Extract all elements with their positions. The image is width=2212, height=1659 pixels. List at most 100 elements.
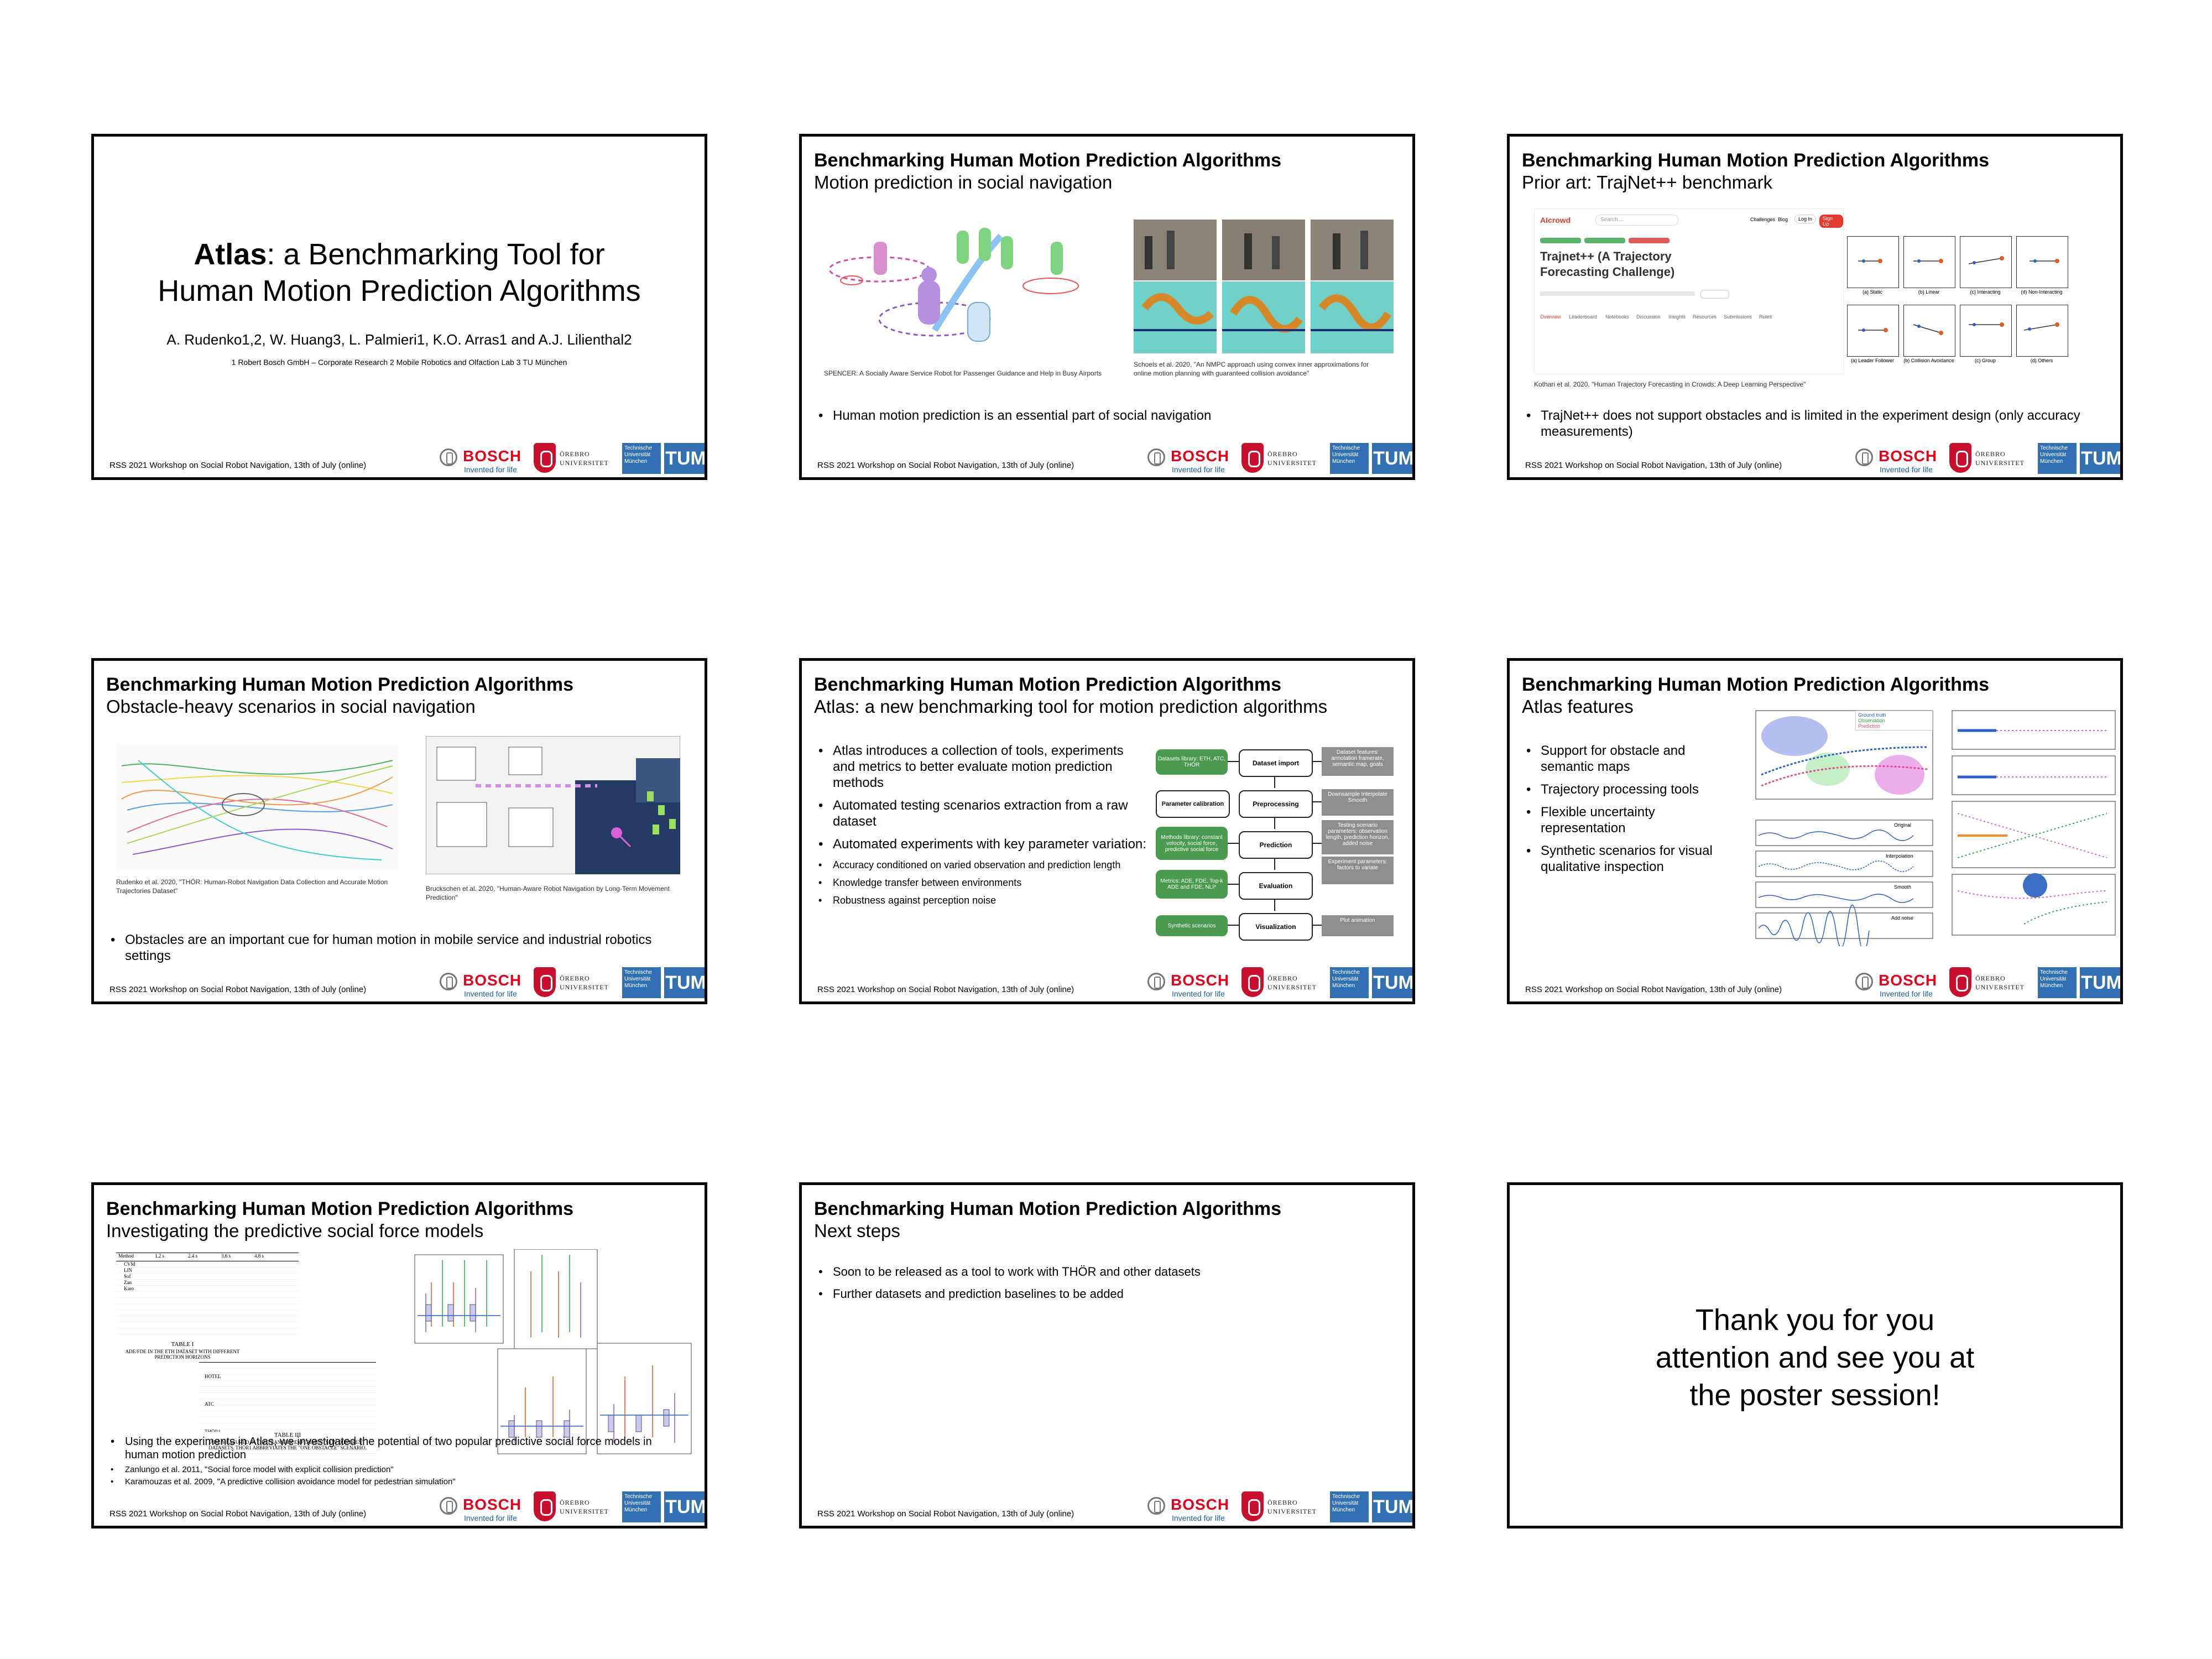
signup-button[interactable]: Sign Up <box>1819 215 1843 228</box>
tab-discussion[interactable]: Discussion <box>1636 314 1661 320</box>
legend-observation: Observation <box>1858 718 1885 723</box>
bullet-list: Soon to be released as a tool to work wi… <box>816 1265 1391 1308</box>
slide-8[interactable]: Benchmarking Human Motion Prediction Alg… <box>799 1182 1415 1528</box>
slide-2[interactable]: Benchmarking Human Motion Prediction Alg… <box>799 134 1415 480</box>
bosch-wordmark: BOSCH <box>1171 447 1230 465</box>
legend-ground-truth: Ground truth <box>1858 712 1886 718</box>
tab-overview[interactable]: Overview <box>1540 314 1561 320</box>
label-interpolation: Interpolation <box>1886 853 1913 859</box>
footer: RSS 2021 Workshop on Social Robot Naviga… <box>109 461 367 470</box>
flow-downsample: Downsample Interpolate Smooth <box>1322 789 1394 816</box>
bullet-item: Automated experiments with key parameter… <box>816 836 1148 852</box>
footer: RSS 2021 Workshop on Social Robot Naviga… <box>817 985 1074 994</box>
slide1-title: Atlas: a Benchmarking Tool for Human Mot… <box>94 236 705 309</box>
aicrowd-logo: AIcrowd <box>1540 216 1571 225</box>
slide-6[interactable]: Benchmarking Human Motion Prediction Alg… <box>1507 658 2123 1004</box>
slide-1[interactable]: Atlas: a Benchmarking Tool for Human Mot… <box>91 134 707 480</box>
search-input[interactable]: Search... <box>1595 215 1678 226</box>
tab-notebooks[interactable]: Notebooks <box>1605 314 1630 320</box>
orebro-shield-icon <box>1241 967 1264 997</box>
title-line2: Human Motion Prediction Algorithms <box>158 274 641 307</box>
panel-label: (b) Linear <box>1918 289 1940 295</box>
orebro-shield-icon <box>534 443 556 473</box>
closing-line: the poster session! <box>1689 1379 1940 1412</box>
col-h2: 2.4 s <box>188 1253 198 1259</box>
col-method: Method <box>118 1253 134 1259</box>
bosch-wordmark: BOSCH <box>1879 972 1938 989</box>
tum-name: Technische Universität München <box>2038 443 2077 474</box>
tum-logo: TUM <box>2080 443 2120 474</box>
bosch-tagline: Invented for life <box>464 1514 517 1522</box>
flow-plot-animation: Plot animation <box>1322 915 1394 936</box>
challenge-title: Trajnet++ (A Trajectory Forecasting Chal… <box>1540 249 1675 279</box>
closing-line: attention and see you at <box>1655 1341 1975 1374</box>
title-rest: : a Benchmarking Tool for <box>267 238 605 271</box>
tum-name: Technische Universität München <box>622 967 661 998</box>
slide-9[interactable]: Thank you for you attention and see you … <box>1507 1182 2123 1528</box>
tab-resources[interactable]: Resources <box>1693 314 1717 320</box>
orebro-wordmark: ÖREBRO UNIVERSITET <box>560 450 609 467</box>
flow-prediction: Prediction <box>1239 831 1313 859</box>
spencer-illustration <box>828 228 1079 342</box>
follow-button[interactable] <box>1700 290 1729 299</box>
authors: A. Rudenko1,2, W. Huang3, L. Palmieri1, … <box>166 331 632 348</box>
panel-non-interacting <box>2016 236 2068 288</box>
tab-submissions[interactable]: Submissions <box>1724 314 1752 320</box>
tum-name: Technische Universität München <box>622 443 661 474</box>
trajectory-processing-plot: Original Interpolation Smooth Add noise <box>1745 819 1936 952</box>
slide-title: Benchmarking Human Motion Prediction Alg… <box>106 1198 574 1219</box>
row-karo: Karo <box>124 1286 134 1291</box>
orebro-wordmark: ÖREBRO UNIVERSITET <box>560 974 609 991</box>
tab-insights[interactable]: Insights <box>1668 314 1686 320</box>
tum-name: Technische Universität München <box>2038 967 2077 998</box>
slide-7[interactable]: Benchmarking Human Motion Prediction Alg… <box>91 1182 707 1528</box>
orebro-wordmark: ÖREBRO UNIVERSITET <box>1975 974 2025 991</box>
bosch-tagline: Invented for life <box>464 989 517 998</box>
bosch-armature-icon <box>1147 448 1165 466</box>
slide-3[interactable]: Benchmarking Human Motion Prediction Alg… <box>1507 134 2123 480</box>
bosch-logo: BOSCH Invented for life <box>440 445 528 474</box>
login-button[interactable]: Log In <box>1794 215 1817 223</box>
bosch-armature-icon <box>440 1497 457 1515</box>
tab-bar: Overview Leaderboard Notebooks Discussio… <box>1540 314 1839 323</box>
bosch-logo: BOSCH Invented for life <box>440 969 528 998</box>
sub-bullet-item: Robustness against perception noise <box>816 894 1148 906</box>
tum-logo: TUM <box>664 967 705 998</box>
tab-leaderboard[interactable]: Leaderboard <box>1569 314 1598 320</box>
bosch-armature-icon <box>1147 1497 1165 1515</box>
logo-strip: BOSCH Invented for life ÖREBRO UNIVERSITE… <box>1855 442 2120 475</box>
flow-visualization: Visualization <box>1239 913 1313 941</box>
slide-subtitle: Atlas features <box>1522 696 1634 717</box>
nav-blog[interactable]: Blog <box>1778 217 1788 222</box>
slide-title: Benchmarking Human Motion Prediction Alg… <box>814 150 1282 171</box>
bullet-item: Trajectory processing tools <box>1524 781 1729 797</box>
slide-4[interactable]: Benchmarking Human Motion Prediction Alg… <box>91 658 707 1004</box>
panel-label: (b) Collision Avoidance <box>1903 358 1954 363</box>
closing-line: Thank you for you <box>1695 1303 1935 1337</box>
panel-others <box>2016 305 2068 357</box>
slide-subtitle: Obstacle-heavy scenarios in social navig… <box>106 696 476 717</box>
bullet-item: TrajNet++ does not support obstacles and… <box>1524 408 2099 440</box>
bosch-armature-icon <box>1855 973 1873 990</box>
sub-bullet-item: Karamouzas et al. 2009, "A predictive co… <box>108 1477 684 1487</box>
row-lin: LIN <box>124 1267 132 1273</box>
legend: Ground truth Observation Prediction <box>1855 711 1933 731</box>
bullet-item: Soon to be released as a tool to work wi… <box>816 1265 1391 1279</box>
bullet-list: Human motion prediction is an essential … <box>816 408 1391 430</box>
bosch-tagline: Invented for life <box>1880 465 1933 474</box>
panel-label: (d) Others <box>2030 358 2053 363</box>
panel-interacting <box>1960 236 2012 288</box>
logo-strip: BOSCH Invented for life ÖREBRO UNIVERSITE… <box>440 442 705 475</box>
orebro-wordmark: ÖREBRO UNIVERSITET <box>1975 450 2025 467</box>
slide-5[interactable]: Benchmarking Human Motion Prediction Alg… <box>799 658 1415 1004</box>
pipeline-arrows <box>1228 761 1322 926</box>
pipeline-diagram: Dataset import Preprocessing Prediction … <box>1156 747 1399 948</box>
nav-challenges[interactable]: Challenges <box>1750 217 1776 222</box>
bullet-item: Human motion prediction is an essential … <box>816 408 1391 424</box>
bullet-list: TrajNet++ does not support obstacles and… <box>1524 408 2099 446</box>
bosch-armature-icon <box>1855 448 1873 466</box>
slide-title: Benchmarking Human Motion Prediction Alg… <box>814 674 1282 695</box>
tab-rules[interactable]: Rules <box>1759 314 1772 320</box>
footer: RSS 2021 Workshop on Social Robot Naviga… <box>817 1509 1074 1519</box>
tum-logo: TUM <box>2080 967 2120 998</box>
